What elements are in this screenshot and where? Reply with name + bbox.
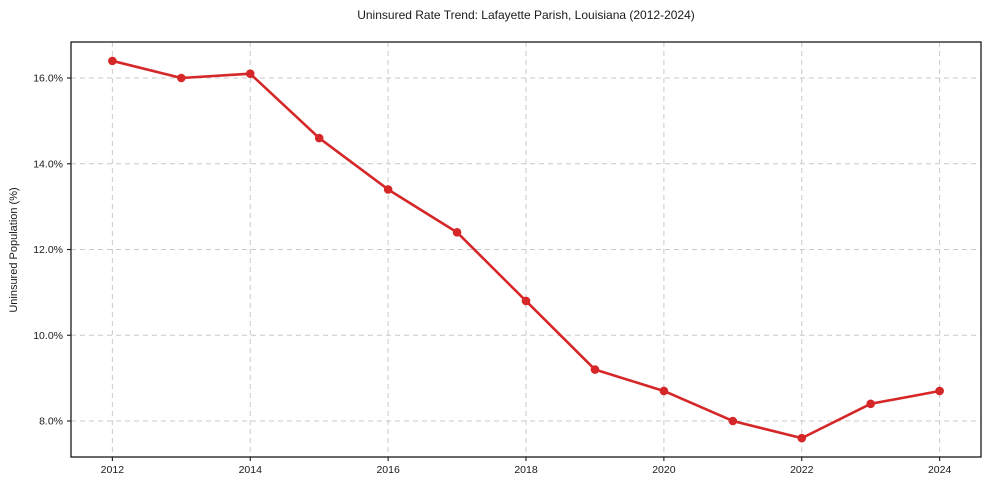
y-tick-label: 8.0% (39, 416, 63, 428)
x-tick-label: 2024 (928, 464, 952, 476)
data-point (245, 69, 255, 79)
data-point (177, 73, 186, 83)
x-tick-label: 2020 (652, 464, 676, 476)
data-point (314, 133, 324, 143)
data-point (728, 416, 738, 426)
plot-frame (70, 41, 982, 458)
x-tick-label: 2018 (514, 464, 538, 476)
y-tick-label: 10.0% (33, 330, 63, 342)
data-point (590, 365, 600, 374)
data-point (659, 386, 669, 396)
x-tick-label: 2014 (239, 464, 263, 476)
chart-title: Uninsured Rate Trend: Lafayette Parish, … (357, 8, 695, 22)
data-point (383, 185, 393, 194)
data-point (866, 399, 875, 409)
x-tick-label: 2022 (790, 464, 814, 476)
x-tick-label: 2016 (376, 464, 400, 476)
data-point (521, 296, 531, 306)
x-tick-label: 2012 (101, 464, 125, 476)
y-tick-label: 14.0% (33, 158, 63, 170)
data-point (797, 433, 807, 443)
data-point (452, 228, 462, 237)
y-tick-label: 16.0% (33, 73, 63, 85)
y-tick-label: 12.0% (33, 244, 63, 256)
data-point (935, 386, 944, 396)
data-point (108, 56, 117, 66)
